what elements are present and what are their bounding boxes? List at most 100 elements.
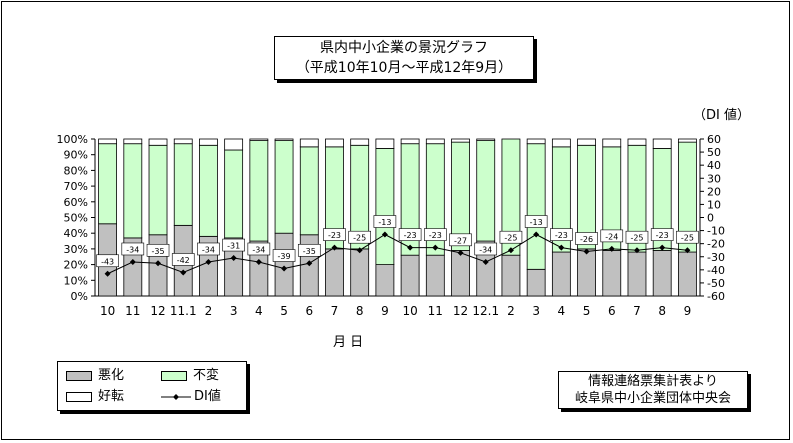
di-label-box <box>222 238 245 252</box>
bar-segment-good <box>199 138 218 146</box>
bar-segment-bad <box>325 248 344 297</box>
bar-segment-bad <box>425 254 445 297</box>
di-data-label: -13 <box>530 218 543 227</box>
bar-segment-good <box>425 138 445 145</box>
di-line <box>107 233 688 275</box>
x-axis-tick-label: 9 <box>684 304 692 318</box>
bar-segment-good <box>375 138 395 149</box>
x-axis-tick-label: 11 <box>428 304 443 318</box>
right-axis-tick-label: -60 <box>707 290 725 303</box>
right-axis-tick-label: 0 <box>707 212 714 225</box>
bar-segment-good <box>224 138 244 151</box>
left-axis-tick-label: 50% <box>64 212 88 225</box>
di-label-box <box>575 232 598 245</box>
bar-segment-good <box>451 138 470 143</box>
di-data-label: -34 <box>202 245 215 254</box>
di-label-box <box>297 243 321 257</box>
di-point <box>633 247 640 254</box>
left-axis-tick-label: 60% <box>64 196 88 209</box>
right-axis-tick-label: -50 <box>707 277 725 290</box>
legend-item-di: DI値 <box>161 389 221 405</box>
bar-segment-good <box>526 138 546 145</box>
x-axis-tick-label: 12 <box>453 304 468 318</box>
left-axis-tick-label: 30% <box>64 243 88 256</box>
di-label-box <box>121 242 145 256</box>
bar-segment-good <box>677 138 697 143</box>
bar-segment-good <box>98 138 118 145</box>
bar-segment-good <box>299 138 319 148</box>
di-data-label: -23 <box>555 231 568 240</box>
di-point <box>155 260 162 267</box>
di-label-box <box>373 215 397 228</box>
di-point <box>230 255 237 262</box>
legend-label-di: DI値 <box>194 389 221 404</box>
chart-title-box: 県内中小企業の景況グラフ （平成10年10月～平成12年9月） <box>274 36 534 80</box>
right-axis-tick-label: -10 <box>707 225 725 238</box>
bar-segment-bad <box>602 250 622 297</box>
bar-segment-bad <box>577 248 596 297</box>
di-point <box>281 265 288 272</box>
bar-segment-bad <box>350 248 370 297</box>
bar-segment-same <box>375 148 395 265</box>
x-axis-tick-label: 8 <box>658 304 666 318</box>
di-data-label: -23 <box>429 231 442 240</box>
right-axis-tick-label: -30 <box>707 251 725 264</box>
bar-segment-same <box>274 140 294 234</box>
bar-segment-good <box>602 138 622 148</box>
left-axis-tick-label: 90% <box>64 149 88 162</box>
di-point <box>482 258 489 265</box>
di-point <box>507 247 514 254</box>
x-axis-tick-label: 12.1 <box>472 304 499 318</box>
bar-segment-bad <box>677 251 697 297</box>
legend-item-bad: 悪化 <box>66 368 124 384</box>
right-axis-tick-label: 40 <box>707 159 721 172</box>
di-point <box>684 247 691 254</box>
di-label-box <box>449 233 472 247</box>
bar-segment-same <box>501 138 521 256</box>
di-data-label: -34 <box>126 245 139 254</box>
bar-segment-good <box>274 138 294 141</box>
legend-item-good: 好転 <box>66 389 124 405</box>
right-axis-tick-label: -20 <box>707 238 725 251</box>
di-data-label: -25 <box>504 234 517 243</box>
bar-segment-bad <box>375 264 395 297</box>
di-point <box>306 260 313 267</box>
legend-label-bad: 悪化 <box>98 368 125 383</box>
chart-subtitle: （平成10年10月～平成12年9月） <box>295 60 513 76</box>
di-data-label: -31 <box>227 242 240 251</box>
right-axis-unit-label: （DI 値） <box>693 108 750 123</box>
bar-segment-good <box>123 138 143 145</box>
di-point <box>659 244 666 251</box>
bar-segment-good <box>627 138 647 146</box>
di-point <box>432 244 439 251</box>
bar-segment-bad <box>451 250 470 297</box>
legend-swatch-same <box>161 370 187 381</box>
di-label-box <box>676 230 699 244</box>
x-axis-tick-label: 4 <box>255 304 263 318</box>
x-axis-tick-label: 10 <box>402 304 417 318</box>
di-label-box <box>524 215 548 228</box>
legend: 悪化 不変 好転 DI値 <box>57 361 247 411</box>
bar-segment-bad <box>274 232 294 297</box>
bar-segment-same <box>526 143 546 270</box>
x-axis-title: 月 日 <box>333 335 364 350</box>
di-label-box <box>499 230 523 244</box>
di-point <box>407 244 414 251</box>
bar-segment-good <box>400 138 420 145</box>
di-data-label: -35 <box>303 247 316 256</box>
di-data-label: -42 <box>177 256 190 265</box>
bar-segment-good <box>350 138 370 146</box>
left-axis-tick-label: 0% <box>71 290 88 303</box>
bar-segment-bad <box>400 254 420 297</box>
x-axis-tick-label: 7 <box>331 304 339 318</box>
di-point <box>255 258 262 265</box>
source-note-line-1: 情報連絡票集計表より <box>588 374 718 389</box>
bar-segment-good <box>325 138 344 148</box>
right-axis-tick-label: 10 <box>707 198 721 211</box>
x-axis-tick-label: 2 <box>507 304 515 318</box>
bar-segment-same <box>173 143 193 226</box>
x-axis-tick-label: 6 <box>608 304 616 318</box>
bar-segment-good <box>476 138 496 141</box>
